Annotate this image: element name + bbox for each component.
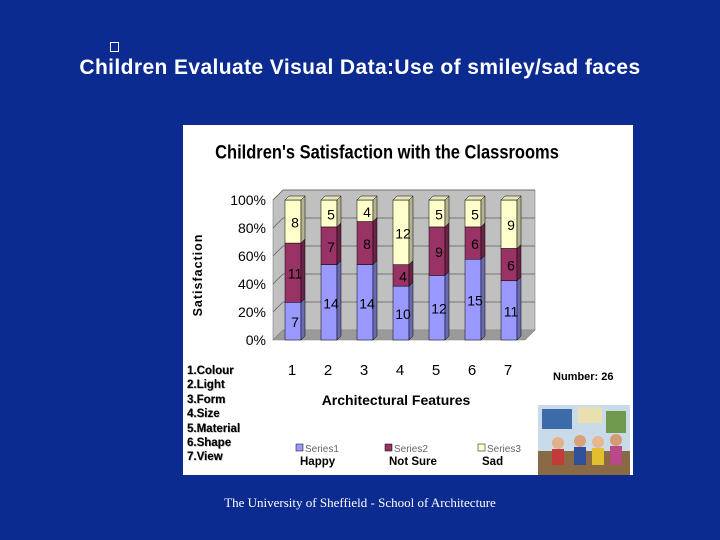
x-tick-label: 5 xyxy=(432,362,440,379)
gridline xyxy=(272,245,284,257)
chart-title: Children's Satisfaction with the Classro… xyxy=(215,142,559,163)
bar-data-label: 15 xyxy=(467,293,483,309)
bar-segment-series2-2 xyxy=(320,222,342,266)
bar-data-label: 5 xyxy=(435,206,443,222)
legend-caption: Happy xyxy=(300,456,336,468)
bar-data-label: 6 xyxy=(471,236,479,252)
bar-segment-series3-4 xyxy=(392,195,414,266)
bar-segment-series1-6 xyxy=(464,254,486,341)
bar-segment-series1-1 xyxy=(284,297,306,341)
x-tick-label: 6 xyxy=(468,362,476,379)
bar-data-label: 6 xyxy=(507,258,515,274)
bar-data-label: 5 xyxy=(327,206,335,222)
footer-text: The University of Sheffield - School of … xyxy=(224,495,496,510)
bar-segment-series3-2 xyxy=(320,195,342,228)
classroom-photo xyxy=(538,405,630,475)
number-label: Number: 26 xyxy=(553,371,614,383)
y-tick-label: 100% xyxy=(230,192,266,208)
gridline xyxy=(272,217,284,229)
title-bullet xyxy=(110,42,119,52)
bar-segment-series3-1 xyxy=(284,195,306,244)
bar-segment-series2-7 xyxy=(500,243,522,282)
slide-title: Children Evaluate Visual Data:Use of smi… xyxy=(79,56,641,79)
bar-data-label: 8 xyxy=(363,236,371,252)
feature-item: 3.Form xyxy=(187,393,226,406)
legend-series-name: Series3 xyxy=(487,444,521,455)
y-tick-label: 20% xyxy=(238,304,266,320)
classroom-photo-illustration xyxy=(538,405,630,475)
bar-segment-series3-3 xyxy=(356,195,378,223)
x-tick-labels: 1 2 3 4 5 6 7 xyxy=(288,362,512,379)
y-axis-label: Satisfaction xyxy=(191,234,205,317)
gridline xyxy=(272,301,284,313)
bar-data-label: 9 xyxy=(507,217,515,233)
bar-data-label: 14 xyxy=(359,295,375,311)
bar-data-label: 12 xyxy=(395,225,411,241)
bar-data-label: 7 xyxy=(327,239,335,255)
bar-data-label: 11 xyxy=(504,303,519,319)
bar-segment-series3-7 xyxy=(500,195,522,250)
bar-segment-series3-5 xyxy=(428,195,450,228)
legend-caption: Sad xyxy=(482,456,503,468)
bar-data-label: 4 xyxy=(399,268,407,284)
x-tick-label: 7 xyxy=(504,362,512,379)
y-tick-label: 80% xyxy=(238,220,266,236)
gridline xyxy=(272,273,284,285)
x-tick-label: 1 xyxy=(288,362,296,379)
feature-item: 7.View xyxy=(187,451,223,464)
bar-segment-series1-3 xyxy=(356,260,378,341)
feature-list: 1.Colour 2.Light 3.Form 4.Size 5.Materia… xyxy=(187,364,262,465)
feature-item: 1.Colour xyxy=(187,365,234,377)
y-tick-label: 40% xyxy=(238,276,266,292)
legend-caption: Not Sure xyxy=(389,456,437,468)
bar-data-label: 9 xyxy=(435,244,443,260)
legend-swatch xyxy=(295,443,304,452)
gridline xyxy=(272,189,284,201)
x-axis-label: Architectural Features xyxy=(322,392,471,408)
legend-series-name: Series1 xyxy=(305,444,339,455)
bar-data-label: 12 xyxy=(431,301,447,317)
plot-area: 7 11 8 14 7 5 14 8 4 10 4 12 12 9 5 15 6 5 11 6 9 xyxy=(272,189,536,341)
x-tick-label: 4 xyxy=(396,362,404,379)
x-tick-label: 2 xyxy=(324,362,332,379)
legend-series-name: Series2 xyxy=(394,444,428,455)
bar-data-label: 7 xyxy=(291,314,299,330)
feature-item: 2.Light xyxy=(187,379,225,392)
bar-data-label: 5 xyxy=(471,206,479,222)
y-tick-labels: 0% 20% 40% 60% 80% 100% xyxy=(230,192,266,348)
bar-data-label: 14 xyxy=(323,295,339,311)
legend-swatch xyxy=(477,443,486,452)
bar-data-label: 8 xyxy=(291,215,299,231)
bar-data-label: 4 xyxy=(363,204,371,220)
legend-swatch xyxy=(384,443,393,452)
feature-item: 6.Shape xyxy=(187,437,232,450)
bar-segment-series2-3 xyxy=(356,216,378,266)
y-tick-label: 0% xyxy=(246,332,266,348)
bar-data-label: 10 xyxy=(395,306,411,322)
bar-data-label: 11 xyxy=(288,266,303,282)
bar-segment-series2-5 xyxy=(428,222,450,276)
feature-item: 4.Size xyxy=(187,408,220,421)
y-tick-label: 60% xyxy=(238,248,266,264)
feature-item: 5.Material xyxy=(187,422,241,435)
bar-segment-series3-6 xyxy=(464,195,486,228)
x-tick-label: 3 xyxy=(360,362,368,379)
